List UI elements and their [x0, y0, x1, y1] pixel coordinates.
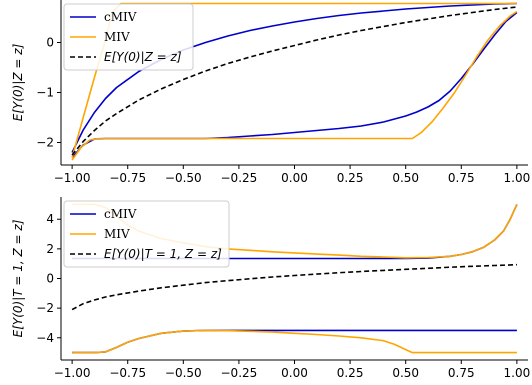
y-axis-label: E[Y(0)|Z = z]	[11, 43, 25, 121]
legend-box	[63, 3, 194, 71]
legend-label: MIV	[104, 227, 130, 241]
x-tick-label: −0.50	[165, 171, 202, 185]
legend-label: E[Y(0)|Z = z]	[104, 50, 182, 64]
x-tick-label: 1.00	[504, 366, 531, 380]
x-tick-label: −0.25	[221, 171, 258, 185]
x-tick-label: −0.25	[221, 366, 258, 380]
series-line-mean	[71, 263, 517, 311]
x-tick-label: 1.00	[504, 171, 531, 185]
y-tick-label: 2	[46, 242, 54, 256]
legend-box	[63, 200, 230, 268]
series-line-mean	[71, 6, 517, 156]
x-tick-label: 0.25	[337, 171, 364, 185]
legend-label: cMIV	[104, 10, 137, 24]
series-line-upper	[71, 2, 517, 153]
x-tick-label: 0.00	[281, 366, 308, 380]
panel-1: −4 −2 0 2 4 −1.00 −0.75 −0.50 −0.25 0.00 0.25 0.50 0…	[11, 197, 530, 380]
legend-label: E[Y(0)|T = 1, Z = z]	[104, 247, 222, 261]
panel-0: −2 −1 0 −1.00 −0.75 −0.50 −0.25 0.00 0.25 0.50 0.7…	[11, 0, 530, 185]
y-tick-label: 0	[46, 272, 54, 286]
x-tick-label: −1.00	[54, 366, 91, 380]
x-tick-label: −0.50	[165, 366, 202, 380]
y-axis-label: E[Y(0)|T = 1, Z = z]	[11, 219, 25, 337]
legend-label: MIV	[104, 30, 130, 44]
y-tick-label: −2	[36, 136, 54, 150]
y-tick-label: −4	[36, 331, 54, 345]
y-tick-label: 4	[46, 212, 54, 226]
x-tick-label: 0.75	[448, 171, 475, 185]
x-tick-label: 0.25	[337, 366, 364, 380]
legend: cMIV MIV E[Y(0)|T = 1, Z = z]	[63, 200, 230, 268]
y-tick-label: −1	[36, 86, 54, 100]
series-line-lower	[72, 329, 517, 354]
series-line-lower	[71, 10, 518, 161]
x-tick-label: −1.00	[54, 171, 91, 185]
x-tick-label: 0.50	[392, 366, 419, 380]
x-tick-label: −0.75	[109, 366, 146, 380]
x-tick-label: 0.00	[281, 171, 308, 185]
legend: cMIV MIV E[Y(0)|Z = z]	[63, 3, 194, 71]
y-tick-label: 0	[46, 36, 54, 50]
x-tick-label: −0.75	[109, 171, 146, 185]
x-tick-label: 0.50	[392, 171, 419, 185]
y-tick-label: −2	[36, 301, 54, 315]
x-tick-label: 0.75	[448, 366, 475, 380]
legend-label: cMIV	[104, 207, 137, 221]
